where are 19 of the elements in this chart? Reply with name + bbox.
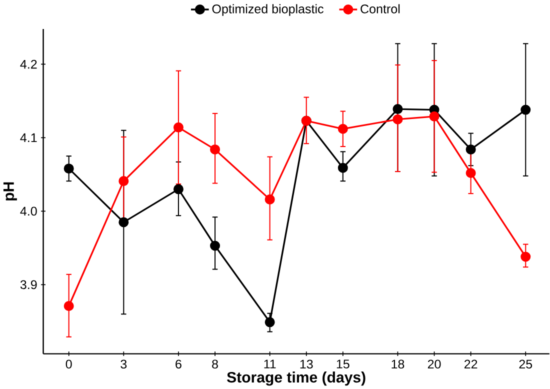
x-tick-label: 18 <box>392 360 404 369</box>
y-axis-title: pH <box>3 182 17 200</box>
x-tick-label: 11 <box>264 360 276 368</box>
legend-label: Optimized bioplastic <box>212 4 324 16</box>
y-tick-label: 4.2 <box>20 60 37 69</box>
legend-label: Control <box>360 4 400 14</box>
y-tick-label: 3.9 <box>20 280 37 290</box>
x-tick-label: 6 <box>176 360 182 369</box>
x-axis-title: Storage time (days) <box>226 372 366 386</box>
x-tick-label: 20 <box>428 360 441 369</box>
x-tick-label: 22 <box>464 360 478 368</box>
y-tick-label: 4.1 <box>20 133 37 142</box>
x-tick-label: 0 <box>66 360 72 369</box>
x-tick-label: 8 <box>212 360 218 369</box>
y-tick-label: 4.0 <box>20 206 37 216</box>
x-tick-label: 3 <box>120 360 127 369</box>
x-tick-label: 25 <box>519 360 532 369</box>
x-tick-label: 13 <box>300 360 313 369</box>
x-tick-label: 15 <box>336 360 350 368</box>
